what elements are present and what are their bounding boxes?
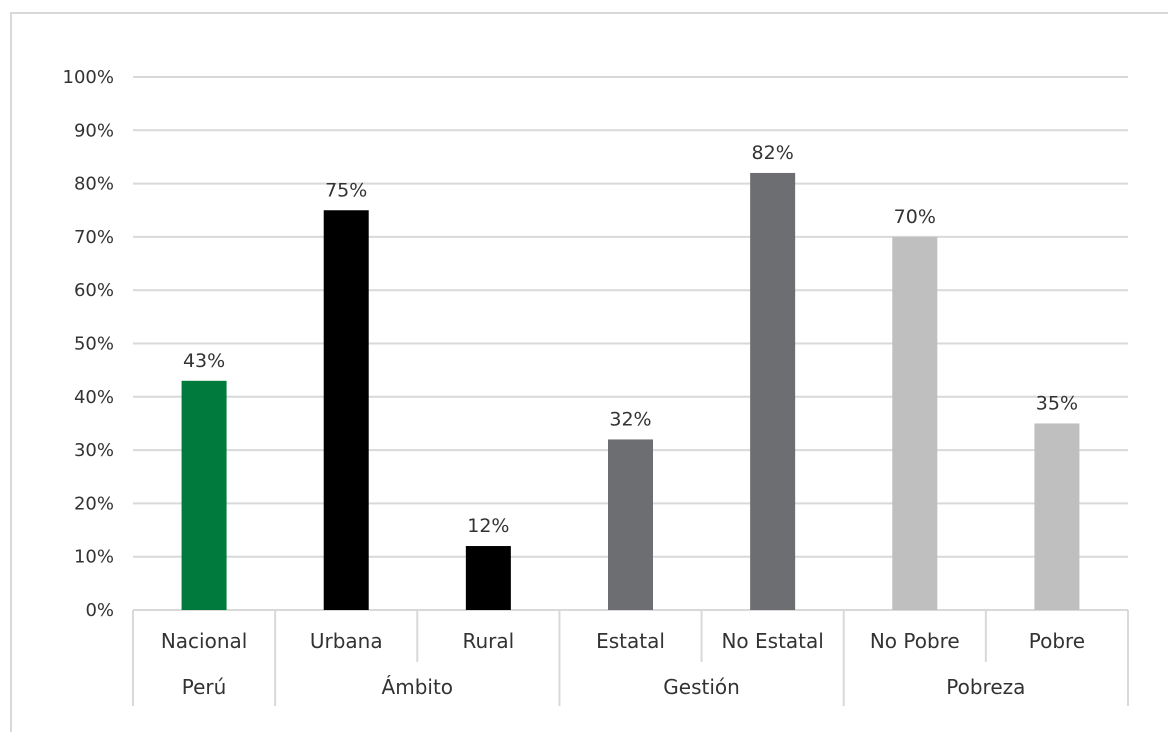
- category-label: No Pobre: [870, 629, 960, 653]
- y-tick-label: 90%: [74, 120, 114, 141]
- bar-no-estatal: [750, 172, 796, 610]
- data-label: 12%: [467, 515, 509, 537]
- y-tick-label: 10%: [74, 547, 114, 568]
- y-tick-label: 70%: [74, 227, 114, 248]
- category-label: Estatal: [596, 629, 665, 653]
- y-tick-label: 30%: [74, 440, 114, 461]
- bar-nacional: [181, 380, 227, 610]
- y-tick-label: 50%: [74, 334, 114, 355]
- bar-no-pobre: [892, 236, 938, 610]
- y-tick-label: 20%: [74, 493, 114, 514]
- data-label: 32%: [609, 408, 651, 430]
- data-label: 82%: [752, 142, 794, 164]
- y-tick-label: 0%: [85, 600, 114, 621]
- y-tick-label: 100%: [63, 67, 114, 88]
- category-label: Rural: [462, 629, 514, 653]
- bar-pobre: [1034, 423, 1080, 610]
- y-axis: 0% 10% 20% 30% 40% 50% 60% 70% 80% 90% 100%: [63, 67, 114, 621]
- data-label: 43%: [183, 350, 225, 372]
- group-label: Pobreza: [946, 675, 1025, 699]
- x-axis-categories: Nacional Urbana Rural Estatal No Estatal No P…: [132, 610, 1129, 662]
- y-tick-label: 60%: [74, 280, 114, 301]
- bar-estatal: [608, 439, 653, 610]
- data-label: 75%: [325, 179, 367, 201]
- category-label: Pobre: [1029, 629, 1085, 653]
- group-label: Gestión: [663, 675, 740, 699]
- y-tick-label: 40%: [74, 387, 114, 408]
- data-label: 35%: [1036, 392, 1078, 414]
- data-label: 70%: [894, 206, 936, 228]
- data-labels: 43% 75% 12% 32% 82% 70% 35%: [183, 142, 1078, 537]
- category-label: No Estatal: [721, 629, 823, 653]
- bar-rural: [465, 546, 511, 610]
- bar-urbana: [323, 210, 369, 610]
- bar-chart: 0% 10% 20% 30% 40% 50% 60% 70% 80% 90% 100% 43% 75%…: [63, 67, 1129, 706]
- group-label: Ámbito: [382, 675, 454, 699]
- category-label: Urbana: [310, 629, 383, 653]
- chart-frame: [10, 12, 1168, 732]
- y-tick-label: 80%: [74, 174, 114, 195]
- category-label: Nacional: [161, 629, 248, 653]
- x-axis-groups: Perú Ámbito Gestión Pobreza: [132, 662, 1129, 706]
- group-label: Perú: [182, 675, 227, 699]
- bars: [181, 172, 1080, 610]
